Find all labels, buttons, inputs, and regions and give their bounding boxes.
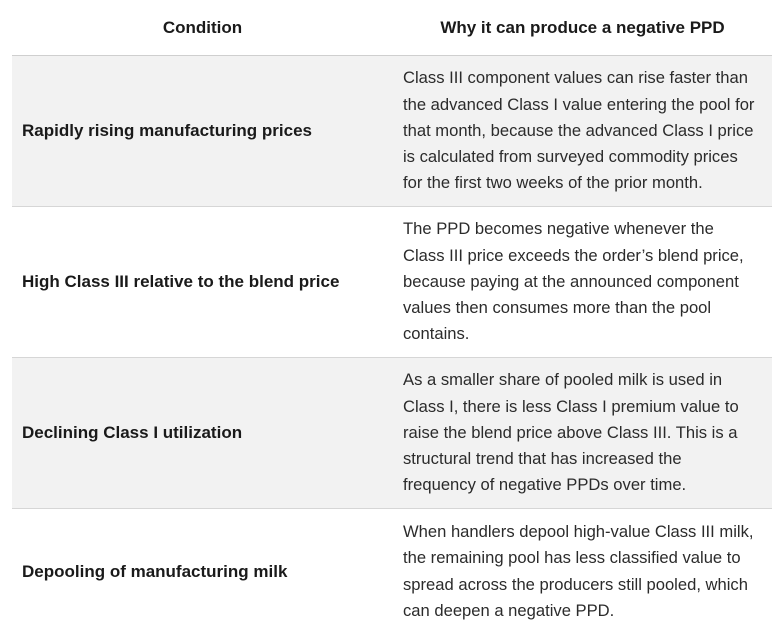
- condition-column-header: Condition: [162, 17, 243, 37]
- explanation-cell: As a smaller share of pooled milk is use…: [403, 370, 739, 495]
- table-header-row: Condition Why it can produce a negative …: [12, 0, 772, 56]
- explanation-cell: When handlers depool high-value Class II…: [403, 521, 754, 620]
- table-row: High Class III relative to the blend pri…: [12, 207, 772, 358]
- table-row: Depooling of manufacturing milk When han…: [12, 509, 772, 634]
- table-row: Declining Class I utilization As a small…: [12, 358, 772, 509]
- ppd-conditions-table: Condition Why it can produce a negative …: [12, 0, 772, 634]
- explanation-cell: The PPD becomes negative whenever the Cl…: [403, 219, 744, 344]
- condition-cell: Rapidly rising manufacturing prices: [22, 121, 313, 140]
- explanation-cell: Class III component values can rise fast…: [403, 68, 755, 193]
- condition-cell: Depooling of manufacturing milk: [22, 561, 288, 581]
- table-row: Rapidly rising manufacturing prices Clas…: [12, 56, 772, 207]
- condition-cell: High Class III relative to the blend pri…: [22, 272, 340, 291]
- why-column-header: Why it can produce a negative PPD: [440, 17, 725, 37]
- condition-cell: Declining Class I utilization: [22, 423, 243, 442]
